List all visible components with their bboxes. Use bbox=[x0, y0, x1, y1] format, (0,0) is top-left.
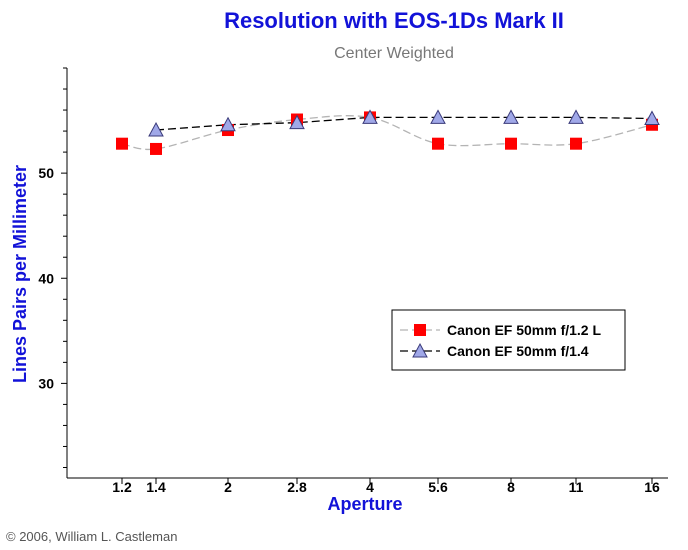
data-point-triangle bbox=[430, 109, 446, 124]
data-point-triangle bbox=[644, 110, 660, 125]
x-tick-label: 1.2 bbox=[112, 479, 132, 495]
x-tick-label: 16 bbox=[644, 479, 660, 495]
legend-label-f12: Canon EF 50mm f/1.2 L bbox=[447, 322, 601, 338]
data-point-triangle bbox=[362, 109, 378, 124]
x-axis-ticks: 1.2 1.4 2 2.8 4 5.6 8 11 16 bbox=[112, 478, 660, 495]
y-tick-label: 40 bbox=[38, 270, 54, 286]
y-axis-ticks: 30 40 50 bbox=[38, 67, 67, 468]
x-tick-label: 8 bbox=[507, 479, 515, 495]
legend-marker-triangle bbox=[412, 342, 428, 358]
data-point-triangle bbox=[220, 116, 236, 132]
legend-marker-square bbox=[414, 324, 426, 336]
x-tick-label: 4 bbox=[366, 479, 374, 495]
x-tick-label: 2 bbox=[224, 479, 232, 495]
x-tick-label: 11 bbox=[569, 479, 584, 495]
x-tick-label: 1.4 bbox=[146, 479, 166, 495]
legend-label-f14: Canon EF 50mm f/1.4 bbox=[447, 343, 589, 359]
data-point-square bbox=[432, 137, 444, 150]
series-markers bbox=[116, 109, 660, 155]
data-point-square bbox=[570, 137, 582, 150]
data-point-square bbox=[116, 137, 128, 150]
data-point-triangle bbox=[148, 121, 164, 137]
x-axis-label: Aperture bbox=[327, 494, 402, 514]
data-point-triangle bbox=[568, 109, 584, 124]
legend-box bbox=[391, 309, 626, 371]
data-point-square bbox=[150, 142, 162, 155]
series-line-1 bbox=[155, 116, 653, 131]
y-axis-label: Lines Pairs per Millimeter bbox=[10, 165, 30, 383]
copyright-notice: © 2006, William L. Castleman bbox=[6, 529, 177, 544]
data-point-triangle bbox=[289, 114, 305, 130]
chart-title: Resolution with EOS-1Ds Mark II bbox=[224, 8, 564, 33]
data-point-square bbox=[505, 137, 517, 150]
data-point-triangle bbox=[503, 109, 519, 124]
x-tick-label: 2.8 bbox=[287, 479, 307, 495]
y-tick-label: 50 bbox=[38, 165, 54, 181]
y-tick-label: 30 bbox=[38, 375, 54, 391]
chart-subtitle: Center Weighted bbox=[334, 45, 454, 62]
x-tick-label: 5.6 bbox=[428, 479, 448, 495]
legend: Canon EF 50mm f/1.2 L Canon EF 50mm f/1.… bbox=[391, 309, 626, 371]
